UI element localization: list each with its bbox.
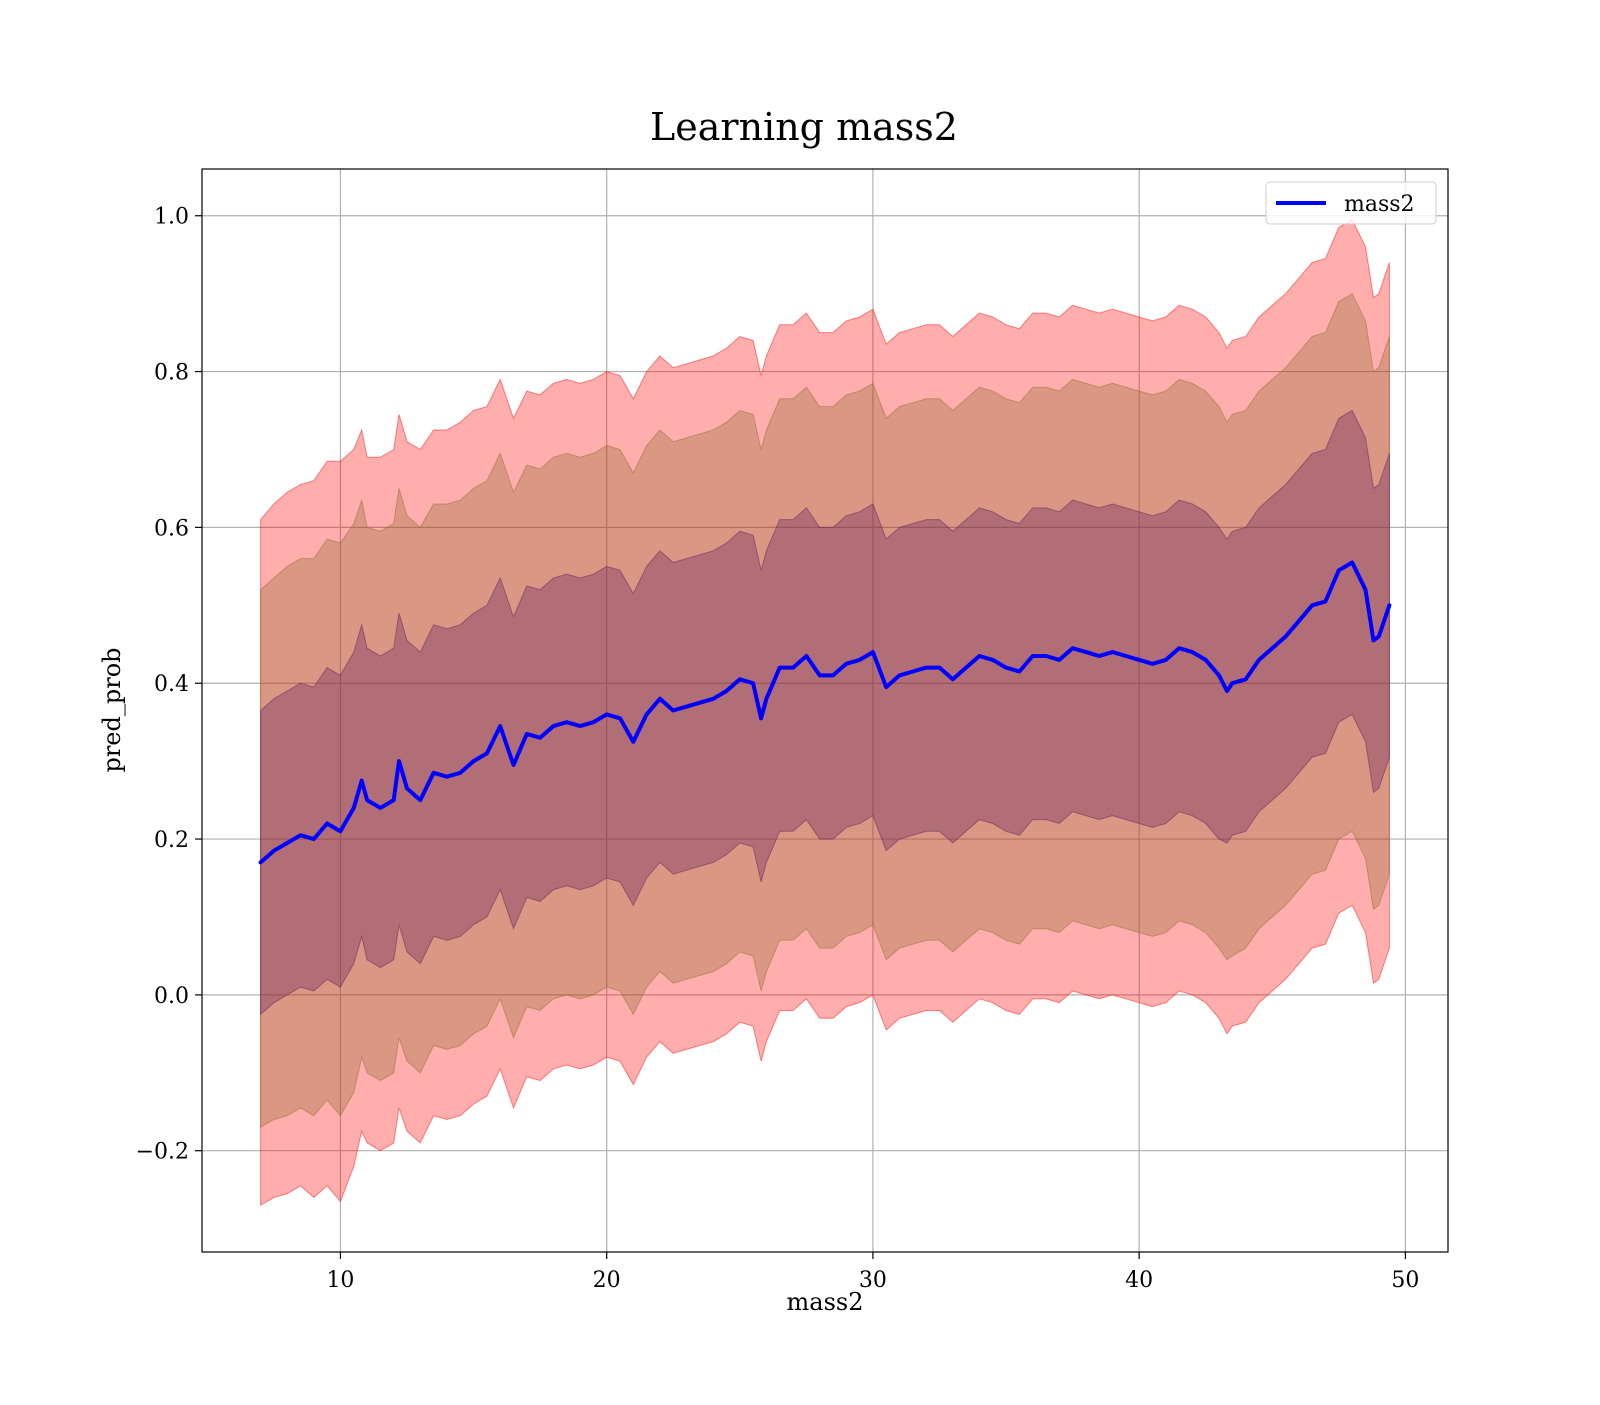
confidence-band-3 xyxy=(260,409,1390,1016)
x-tick-label: 40 xyxy=(1125,1268,1153,1293)
y-tick-label: 1.0 xyxy=(154,205,189,230)
grid xyxy=(202,169,1448,1252)
legend: mass2 xyxy=(1265,181,1437,225)
y-tick-label: 0.8 xyxy=(154,361,189,386)
x-tick-label: 50 xyxy=(1391,1268,1419,1293)
confidence-bands xyxy=(260,218,1390,1207)
series-line-mass2 xyxy=(258,560,1392,865)
y-tick-label: −0.2 xyxy=(136,1140,189,1165)
legend-label: mass2 xyxy=(1344,192,1415,217)
x-tick-label: 10 xyxy=(326,1268,354,1293)
y-axis-label: pred_prob xyxy=(98,647,126,772)
y-tick-label: 0.0 xyxy=(154,984,189,1009)
x-axis-ticks: 10 20 30 40 50 xyxy=(326,1252,1419,1293)
confidence-band-1 xyxy=(260,218,1390,1207)
y-tick-label: 0.2 xyxy=(154,828,189,853)
legend-box xyxy=(1265,181,1437,225)
y-axis-ticks: −0.2 0.0 0.2 0.4 0.6 0.8 1.0 xyxy=(136,205,202,1165)
chart-title: Learning mass2 xyxy=(650,105,958,149)
x-axis-label: mass2 xyxy=(787,1288,864,1316)
x-tick-label: 20 xyxy=(593,1268,621,1293)
y-tick-label: 0.4 xyxy=(154,672,189,697)
x-tick-label: 30 xyxy=(859,1268,887,1293)
plot-frame xyxy=(201,168,1449,1253)
y-tick-label: 0.6 xyxy=(154,516,189,541)
series-lines xyxy=(258,560,1392,865)
confidence-band-2 xyxy=(260,292,1390,1129)
